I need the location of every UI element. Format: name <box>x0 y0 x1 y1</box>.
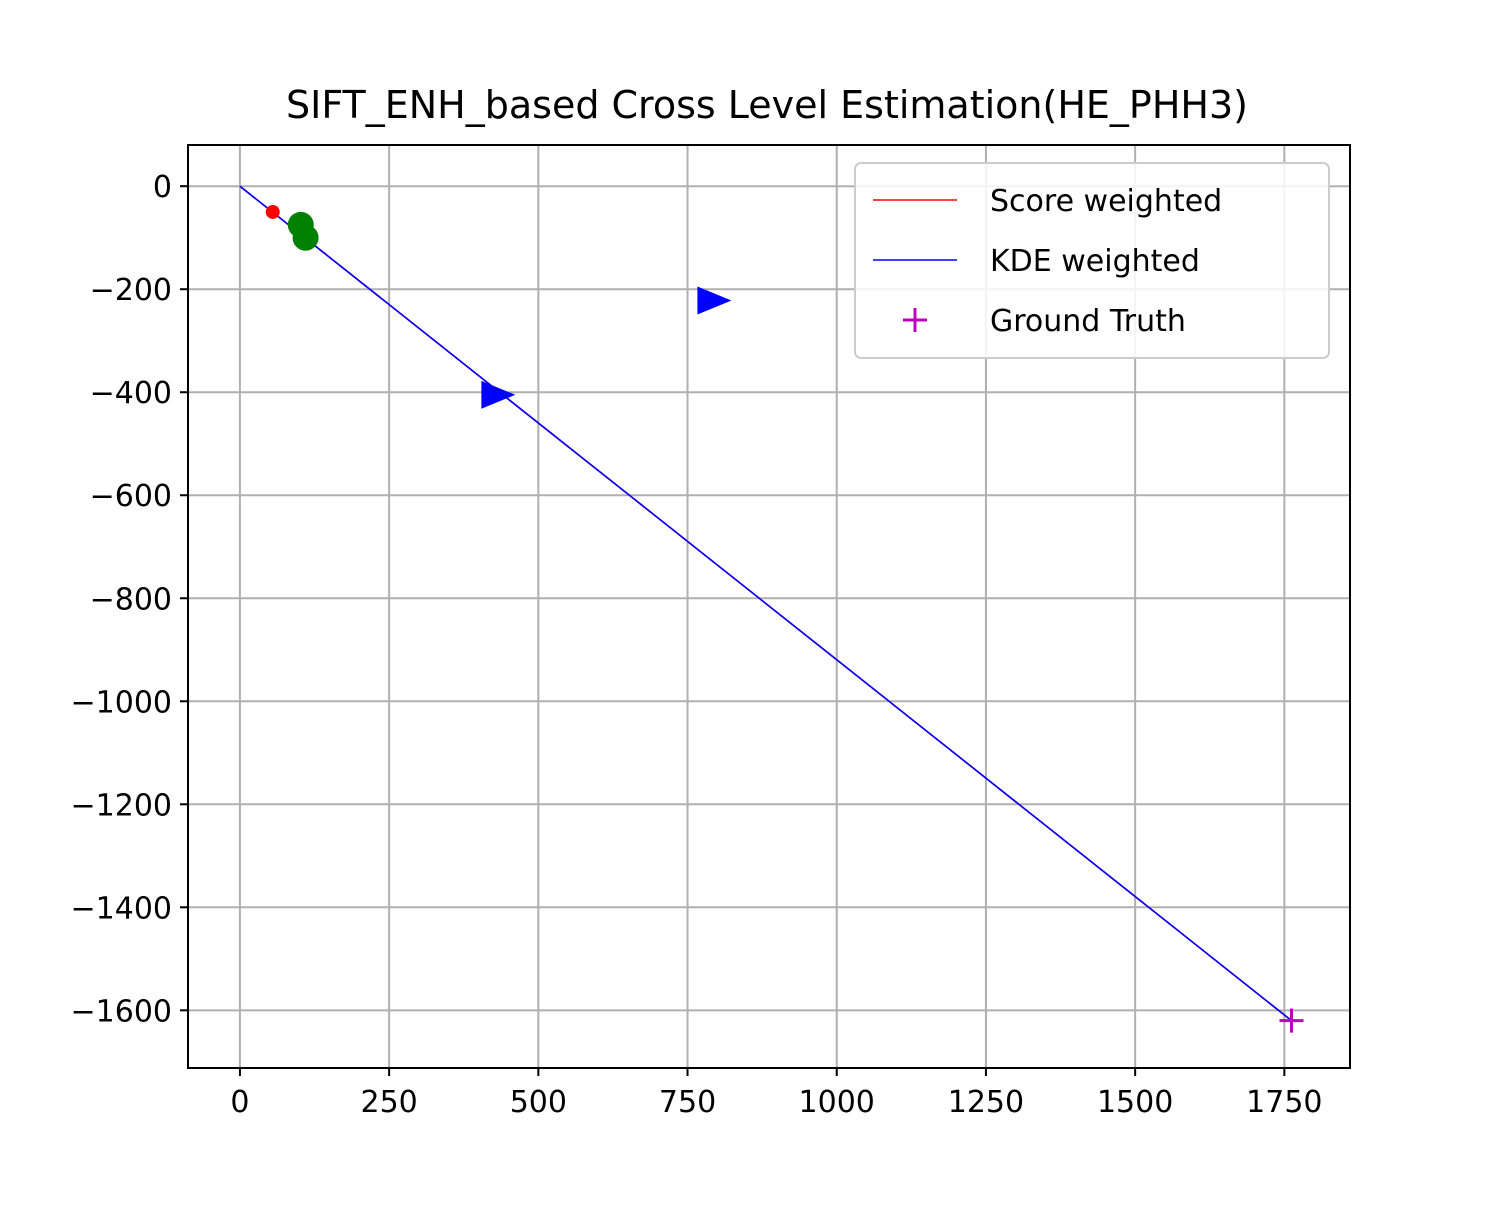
y-tick-label: −600 <box>90 479 172 514</box>
x-tick-label: 1750 <box>1246 1085 1322 1120</box>
marker-layer <box>265 204 732 409</box>
axis-ticks: 0 250 500 750 1000 1250 1500 1750 0 −200 −400 −600 −… <box>71 170 1323 1120</box>
x-tick-label: 250 <box>360 1085 417 1120</box>
y-tick-label: 0 <box>153 170 172 205</box>
y-tick-label: −1400 <box>71 891 172 926</box>
ground-truth-marker <box>1279 1008 1304 1033</box>
data-point-circle <box>292 224 319 251</box>
legend: Score weighted KDE weighted Ground Truth <box>854 162 1330 359</box>
x-tick-label: 0 <box>230 1085 249 1120</box>
x-tick-label: 1250 <box>948 1085 1024 1120</box>
series-layer <box>239 185 1304 1033</box>
legend-label: KDE weighted <box>990 244 1200 279</box>
y-tick-label: −1600 <box>71 994 172 1029</box>
y-tick-label: −400 <box>90 376 172 411</box>
plot-frame <box>187 144 1351 1069</box>
x-tick-label: 1500 <box>1097 1085 1173 1120</box>
legend-label: Ground Truth <box>990 304 1186 339</box>
data-point-triangle-right <box>697 286 732 315</box>
data-point-circle-small <box>265 204 280 219</box>
y-tick-label: −800 <box>90 582 172 617</box>
legend-swatch-marker <box>903 308 927 332</box>
chart-title: SIFT_ENH_based Cross Level Estimation(HE… <box>286 83 1248 127</box>
x-tick-label: 1000 <box>799 1085 875 1120</box>
series-line-1 <box>239 185 1293 1022</box>
x-tick-label: 750 <box>659 1085 716 1120</box>
data-point-triangle-right <box>481 380 516 409</box>
legend-label: Score weighted <box>990 184 1222 219</box>
y-tick-label: −200 <box>90 273 172 308</box>
y-tick-label: −1200 <box>71 788 172 823</box>
x-tick-label: 500 <box>510 1085 567 1120</box>
y-tick-label: −1000 <box>71 685 172 720</box>
legend-box <box>854 162 1330 359</box>
